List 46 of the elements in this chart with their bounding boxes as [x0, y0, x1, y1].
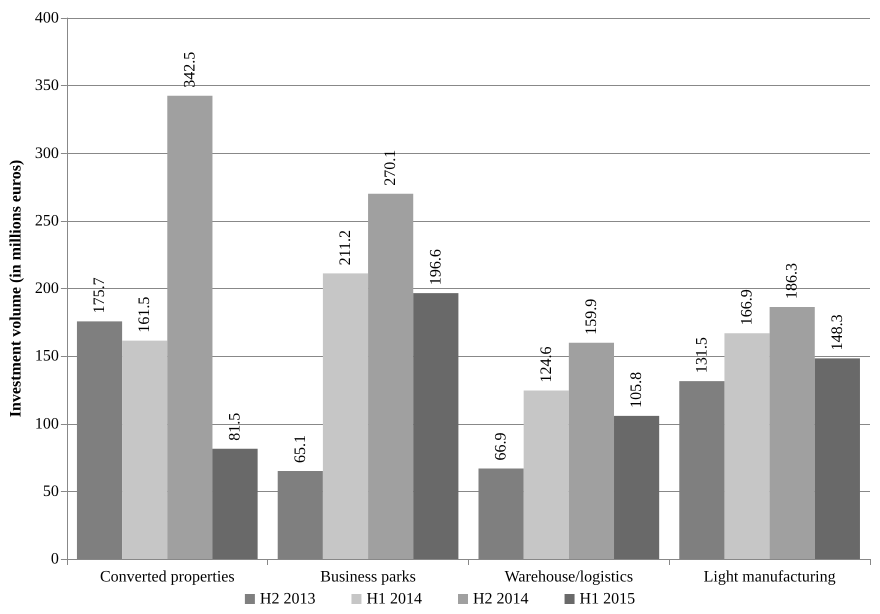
y-tick-label: 300 — [34, 144, 59, 162]
data-label: 186.3 — [784, 263, 801, 300]
y-axis-title: Investment volume (in millions euros) — [8, 160, 24, 418]
legend-label: H1 2014 — [366, 590, 422, 608]
x-tick-label: Converted properties — [100, 568, 235, 586]
data-label: 196.6 — [427, 249, 444, 286]
bar — [122, 340, 168, 559]
legend-label: H1 2015 — [580, 590, 636, 608]
data-label: 105.8 — [628, 372, 646, 408]
bar — [413, 293, 458, 559]
y-tick-label: 400 — [34, 10, 59, 26]
data-label: 166.9 — [738, 289, 756, 326]
data-label: 81.5 — [226, 412, 244, 441]
bar — [770, 307, 815, 559]
bar — [368, 194, 414, 559]
y-tick-label: 100 — [34, 415, 59, 432]
y-tick-label: 350 — [34, 77, 59, 94]
data-label: 65.1 — [292, 434, 309, 463]
y-tick-label: 250 — [34, 212, 59, 230]
y-tick-label: 50 — [42, 482, 59, 500]
bar — [568, 342, 614, 559]
data-label: 124.6 — [538, 346, 555, 382]
data-label: 66.9 — [492, 432, 510, 461]
data-label: 148.3 — [828, 314, 846, 350]
data-label: 131.5 — [693, 337, 710, 374]
bar — [167, 96, 212, 559]
legend-label: H2 2014 — [473, 590, 529, 608]
bar — [212, 448, 258, 559]
x-tick-label: Light manufacturing — [704, 568, 836, 586]
bar — [724, 333, 770, 559]
data-label: 175.7 — [91, 277, 108, 314]
x-tick-label: Warehouse/logistics — [504, 568, 634, 586]
x-tick-label: Business parks — [320, 568, 416, 586]
bar — [524, 390, 569, 559]
y-tick-label: 0 — [50, 550, 59, 568]
y-tick-label: 200 — [34, 280, 59, 297]
data-label: 161.5 — [136, 296, 154, 333]
bar — [814, 358, 860, 559]
data-label: 342.5 — [181, 52, 198, 88]
data-label: 270.1 — [382, 150, 400, 186]
bar — [322, 273, 368, 559]
data-label: 211.2 — [336, 230, 354, 266]
y-tick-label: 150 — [34, 348, 59, 365]
legend-label: H2 2013 — [260, 590, 316, 608]
data-label: 159.9 — [582, 298, 600, 335]
bar — [614, 416, 660, 559]
